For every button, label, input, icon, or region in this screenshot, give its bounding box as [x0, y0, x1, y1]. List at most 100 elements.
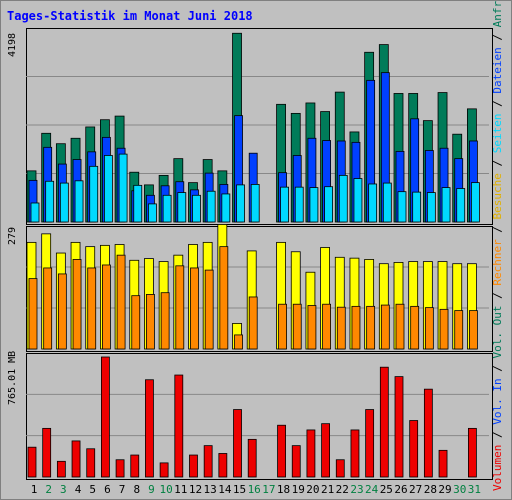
bar-rechner-day-19 — [292, 303, 302, 350]
day-label: 20 — [306, 483, 320, 496]
bar-seiten-day-29 — [441, 187, 451, 223]
day-label: 1 — [30, 483, 38, 496]
day-label: 13 — [203, 483, 217, 496]
bar-volumen-day-14 — [218, 453, 228, 478]
bar-rechner-day-31 — [468, 310, 478, 350]
bar-seiten-day-1 — [30, 202, 40, 223]
bar-seiten-day-18 — [280, 186, 289, 223]
bar-rechner-day-13 — [204, 269, 214, 350]
bar-rechner-day-6 — [102, 264, 111, 350]
day-label: 21 — [320, 483, 335, 496]
day-label: 28 — [423, 483, 437, 496]
bar-volumen-day-16 — [247, 438, 257, 478]
bar-rechner-day-23 — [351, 305, 361, 350]
bar-seiten-day-23 — [353, 178, 363, 223]
bar-volumen-day-8 — [130, 454, 140, 478]
day-label: 18 — [276, 483, 291, 496]
day-label: 5 — [89, 483, 97, 496]
bar-rechner-day-10 — [160, 292, 170, 350]
bar-volumen-day-20 — [306, 429, 316, 478]
bar-rechner-day-11 — [175, 265, 185, 350]
day-label: 17 — [262, 483, 276, 496]
bar-rechner-day-12 — [190, 267, 199, 350]
day-label: 7 — [118, 483, 126, 496]
day-label: 22 — [335, 483, 349, 496]
bar-rechner-day-7 — [116, 254, 126, 350]
day-label: 24 — [365, 483, 379, 496]
bar-rechner-day-3 — [57, 273, 67, 350]
bar-volumen-day-21 — [321, 423, 331, 478]
bar-seiten-day-8 — [133, 184, 143, 223]
bar-rechner-day-26 — [395, 303, 405, 350]
bar-volumen-day-5 — [86, 448, 96, 478]
bar-volumen-day-3 — [56, 460, 66, 478]
bar-rechner-day-24 — [366, 305, 376, 350]
chart-title: Tages-Statistik im Monat Juni 2018 — [7, 9, 253, 23]
bar-volumen-day-22 — [335, 459, 345, 478]
bar-rechner-day-9 — [146, 294, 155, 350]
day-label: 12 — [188, 483, 203, 496]
bar-seiten-day-3 — [59, 182, 69, 223]
bar-seiten-day-9 — [148, 203, 157, 223]
bar-volumen-day-18 — [277, 424, 286, 478]
bar-volumen-day-6 — [101, 356, 110, 478]
bar-seiten-day-25 — [382, 182, 392, 223]
bar-volumen-day-27 — [409, 420, 419, 478]
bar-rechner-day-8 — [131, 295, 141, 350]
day-label: 14 — [218, 483, 232, 496]
bar-seiten-day-28 — [426, 192, 436, 223]
day-label: 26 — [394, 483, 408, 496]
day-label: 19 — [291, 483, 305, 496]
bar-seiten-day-24 — [368, 183, 378, 223]
bar-volumen-day-7 — [115, 459, 125, 478]
bar-seiten-day-27 — [412, 191, 422, 223]
bar-rechner-day-25 — [380, 304, 390, 350]
bar-seiten-day-4 — [74, 180, 84, 223]
bar-rechner-day-22 — [336, 306, 346, 350]
bar-volumen-day-13 — [203, 445, 213, 478]
bar-seiten-day-15 — [236, 184, 245, 223]
gridlines-2 — [26, 393, 489, 437]
bar-volumen-day-24 — [365, 409, 375, 478]
bar-rechner-day-18 — [278, 303, 287, 350]
bar-volumen-day-11 — [174, 374, 184, 478]
bar-rechner-day-20 — [307, 305, 317, 350]
day-label: 3 — [60, 483, 67, 496]
bar-seiten-day-21 — [324, 186, 334, 223]
bar-volumen-day-9 — [145, 379, 154, 478]
bar-seiten-day-7 — [118, 153, 128, 223]
bar-volumen-day-10 — [159, 462, 169, 478]
bar-volumen-day-25 — [379, 366, 389, 478]
bar-rechner-day-5 — [87, 267, 97, 350]
day-label: 15 — [232, 483, 247, 496]
day-label: 9 — [148, 483, 155, 496]
day-label: 23 — [350, 483, 364, 496]
bar-seiten-day-14 — [221, 193, 231, 223]
day-label: 29 — [438, 483, 452, 496]
bar-volumen-day-15 — [233, 409, 242, 478]
day-label: 11 — [174, 483, 188, 496]
bar-seiten-day-2 — [45, 180, 55, 223]
bar-rechner-day-15 — [234, 334, 243, 350]
day-label: 25 — [379, 483, 393, 496]
bar-seiten-day-12 — [192, 194, 201, 223]
bar-seiten-day-13 — [206, 190, 216, 223]
bar-rechner-day-29 — [439, 308, 449, 350]
bar-rechner-day-27 — [410, 305, 420, 350]
day-label: 2 — [45, 483, 52, 496]
bar-seiten-day-5 — [89, 165, 99, 223]
bar-rechner-day-4 — [72, 259, 82, 350]
day-label: 6 — [104, 483, 111, 496]
bar-volumen-day-12 — [189, 454, 198, 478]
bar-rechner-day-1 — [28, 278, 38, 350]
bar-seiten-day-22 — [338, 174, 348, 223]
day-label: 27 — [409, 483, 423, 496]
bar-volumen-day-28 — [423, 388, 433, 478]
day-label: 31 — [467, 483, 482, 496]
bar-volumen-day-23 — [350, 429, 360, 478]
bar-volumen-day-31 — [467, 427, 477, 478]
bar-seiten-day-16 — [250, 184, 260, 223]
bar-rechner-day-21 — [322, 303, 332, 350]
bar-seiten-day-20 — [309, 187, 319, 223]
bar-rechner-day-14 — [219, 246, 229, 350]
